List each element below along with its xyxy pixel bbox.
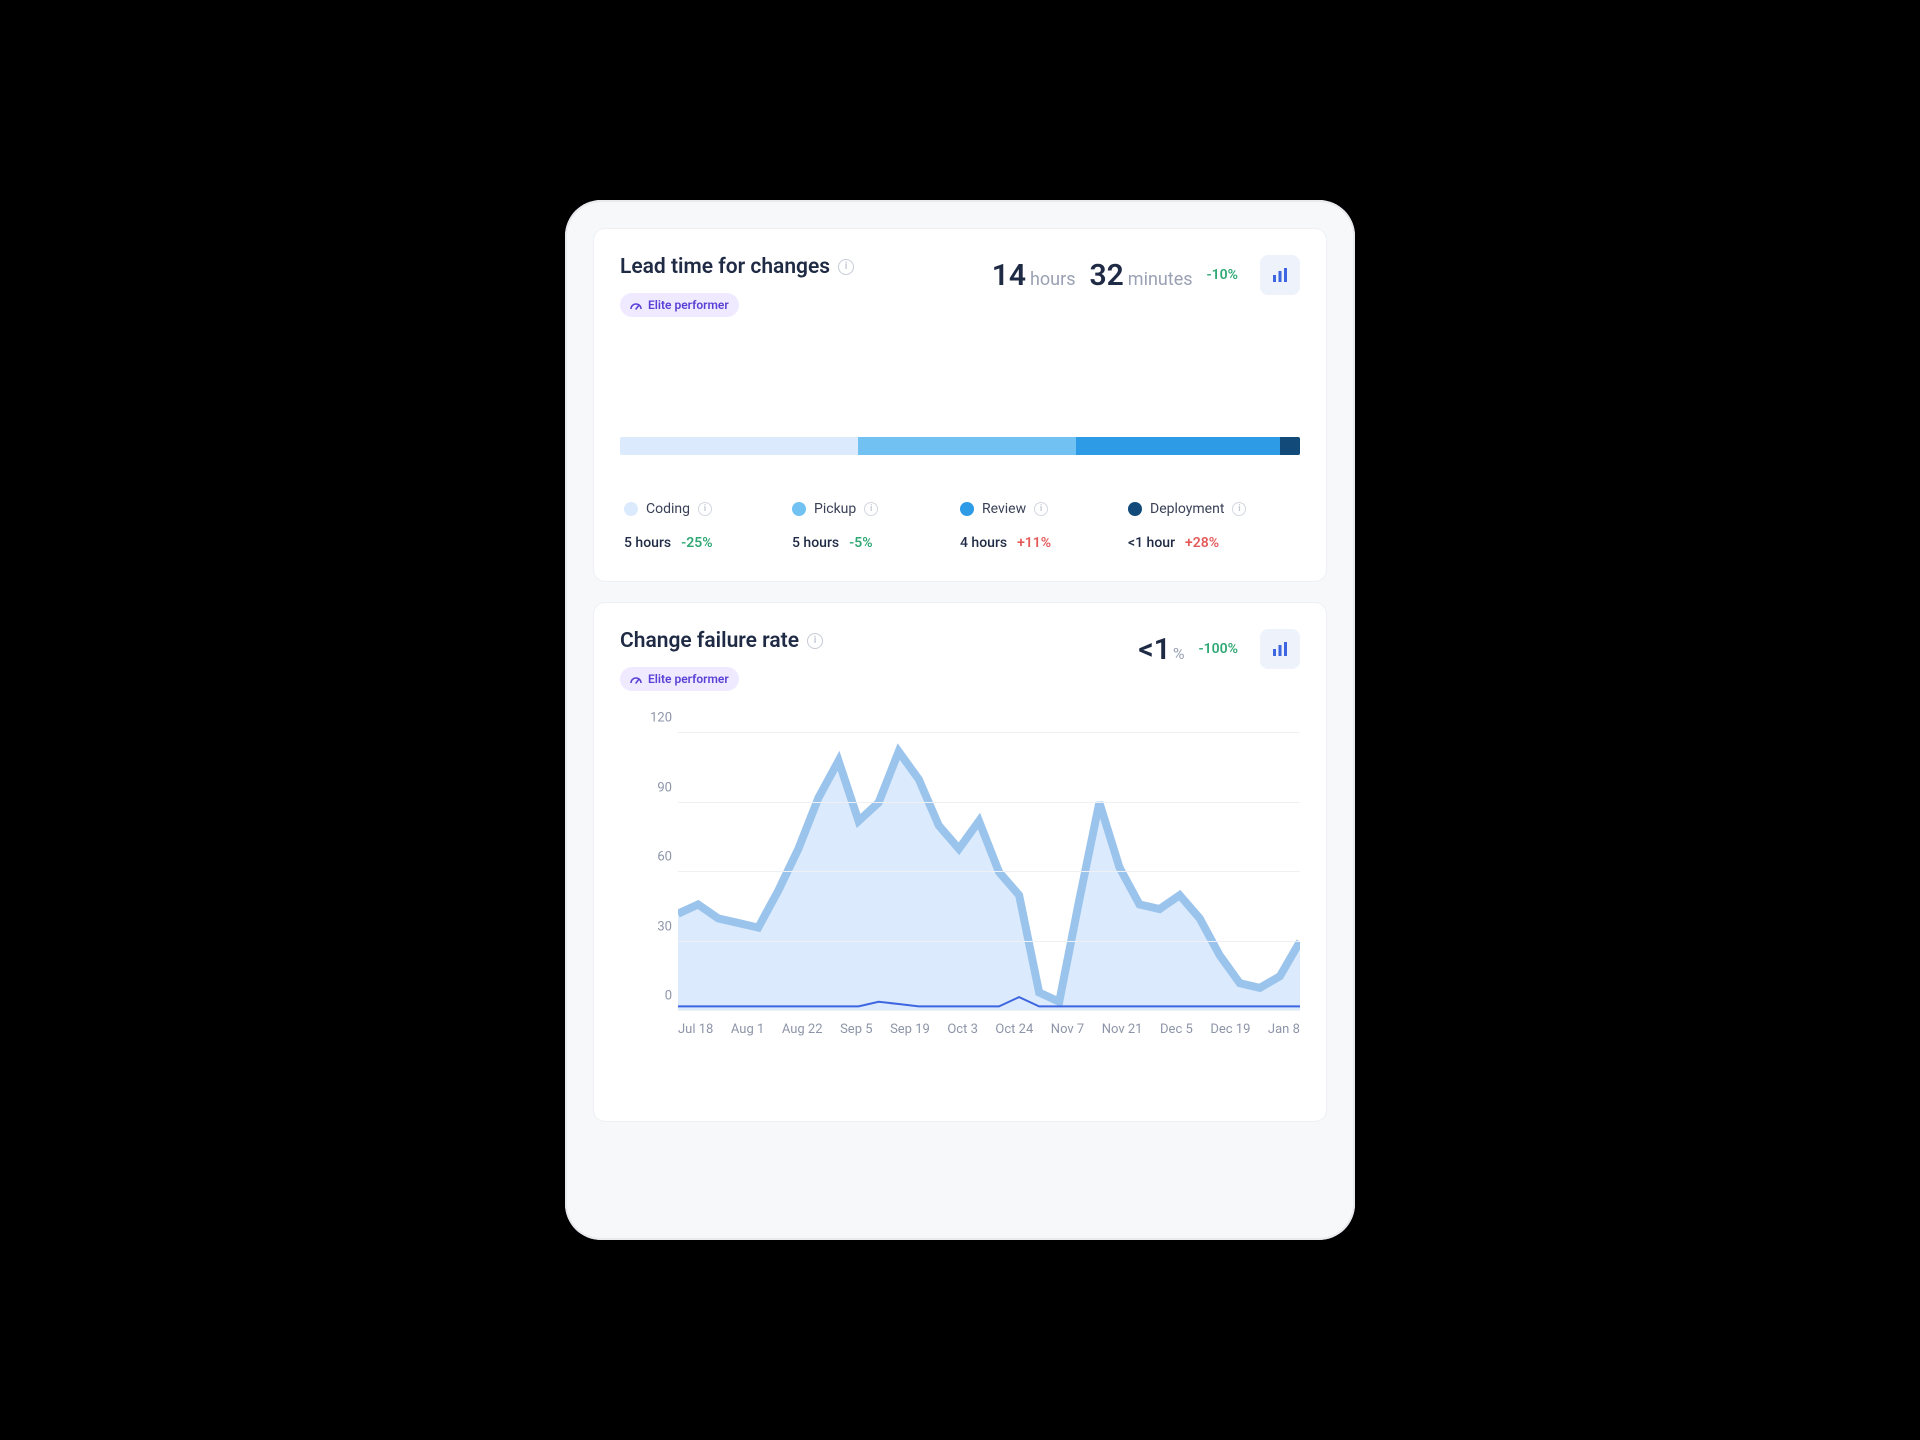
info-icon[interactable] [807, 633, 823, 649]
x-tick: Nov 21 [1102, 1022, 1143, 1037]
grid-line [678, 941, 1300, 942]
y-tick: 60 [638, 850, 672, 865]
elite-performer-badge: Elite performer [620, 293, 739, 317]
grid-line [678, 732, 1300, 733]
info-icon[interactable] [838, 259, 854, 275]
gauge-icon [630, 674, 642, 684]
legend-value: 4 hours [960, 535, 1007, 551]
y-tick: 0 [638, 989, 672, 1004]
x-tick: Jul 18 [678, 1022, 713, 1037]
info-icon[interactable] [1232, 502, 1246, 516]
lead-time-title: Lead time for changes [620, 255, 830, 279]
failure-rate-title-block: Change failure rate Elite performer [620, 629, 823, 691]
bar-segment-review [1076, 437, 1280, 455]
legend-delta: +28% [1185, 535, 1219, 551]
x-tick: Nov 7 [1051, 1022, 1084, 1037]
legend-dot [624, 502, 638, 516]
legend-item-review: Review 4 hours +11% [960, 501, 1128, 551]
bar-segment-coding [620, 437, 858, 455]
hours-value: 14hours [992, 258, 1076, 293]
legend-item-pickup: Pickup 5 hours -5% [792, 501, 960, 551]
legend-delta: -25% [681, 535, 712, 551]
x-tick: Dec 5 [1160, 1022, 1193, 1037]
lead-time-title-block: Lead time for changes Elite performer [620, 255, 854, 317]
lead-time-delta: -10% [1207, 267, 1238, 283]
failure-rate-card: Change failure rate Elite performer <1% … [593, 602, 1327, 1122]
legend-label: Pickup [814, 501, 856, 517]
badge-label: Elite performer [648, 298, 729, 312]
failure-rate-area-chart: 0306090120 Jul 18Aug 1Aug 22Sep 5Sep 19O… [642, 733, 1300, 1033]
info-icon[interactable] [864, 502, 878, 516]
y-tick: 120 [638, 711, 672, 726]
x-tick: Sep 5 [840, 1022, 872, 1037]
legend-label: Coding [646, 501, 690, 517]
bar-chart-icon [1271, 640, 1289, 658]
stacked-bar-chart: Coding 5 hours -25% Pickup 5 hours -5% R… [620, 437, 1300, 551]
failure-rate-header: Change failure rate Elite performer <1% … [620, 629, 1300, 691]
legend-label: Deployment [1150, 501, 1224, 517]
x-tick: Sep 19 [890, 1022, 930, 1037]
legend-value: 5 hours [792, 535, 839, 551]
x-tick: Oct 24 [995, 1022, 1033, 1037]
chart-toggle-button[interactable] [1260, 629, 1300, 669]
info-icon[interactable] [698, 502, 712, 516]
failure-rate-delta: -100% [1199, 641, 1238, 657]
minutes-value: 32minutes [1090, 258, 1193, 293]
x-tick: Jan 8 [1268, 1022, 1300, 1037]
failure-rate-value: <1% [1138, 632, 1184, 667]
bar-segment-pickup [858, 437, 1076, 455]
failure-rate-metrics: <1% -100% [1138, 629, 1300, 669]
legend-item-coding: Coding 5 hours -25% [624, 501, 792, 551]
failure-rate-title: Change failure rate [620, 629, 799, 653]
badge-label: Elite performer [648, 672, 729, 686]
legend-dot [960, 502, 974, 516]
bar-segment-deployment [1280, 437, 1300, 455]
gauge-icon [630, 300, 642, 310]
bar-chart-icon [1271, 266, 1289, 284]
legend-item-deployment: Deployment <1 hour +28% [1128, 501, 1296, 551]
legend-delta: +11% [1017, 535, 1051, 551]
y-tick: 30 [638, 919, 672, 934]
legend-value: <1 hour [1128, 535, 1175, 551]
area-fill [678, 752, 1300, 1011]
elite-performer-badge: Elite performer [620, 667, 739, 691]
legend-label: Review [982, 501, 1026, 517]
x-tick: Oct 3 [947, 1022, 978, 1037]
lead-time-metrics: 14hours 32minutes -10% [992, 255, 1300, 295]
grid-line [678, 1010, 1300, 1011]
lead-time-card: Lead time for changes Elite performer 14… [593, 228, 1327, 582]
info-icon[interactable] [1034, 502, 1048, 516]
legend-value: 5 hours [624, 535, 671, 551]
x-tick: Aug 22 [782, 1022, 823, 1037]
grid-line [678, 802, 1300, 803]
y-tick: 90 [638, 780, 672, 795]
x-tick: Aug 1 [731, 1022, 764, 1037]
chart-toggle-button[interactable] [1260, 255, 1300, 295]
legend-delta: -5% [849, 535, 872, 551]
x-tick: Dec 19 [1210, 1022, 1250, 1037]
lead-time-header: Lead time for changes Elite performer 14… [620, 255, 1300, 317]
grid-line [678, 871, 1300, 872]
legend-dot [792, 502, 806, 516]
device-frame: Lead time for changes Elite performer 14… [565, 200, 1355, 1240]
legend-dot [1128, 502, 1142, 516]
